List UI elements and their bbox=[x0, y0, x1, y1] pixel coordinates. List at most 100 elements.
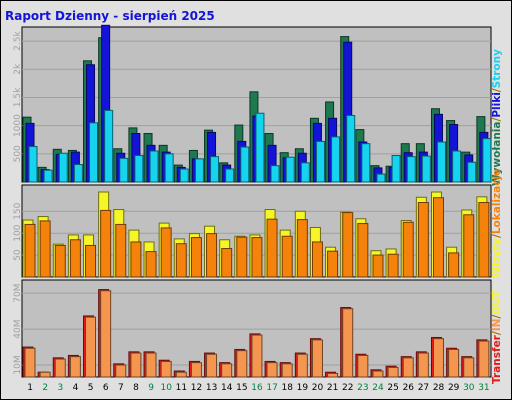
x-day-label: 2 bbox=[42, 383, 48, 393]
bar-Lokalizacje bbox=[342, 212, 354, 278]
legend-entry: Transfer bbox=[491, 334, 503, 384]
x-day-label: 16 bbox=[251, 383, 263, 393]
y-tick-label: 2k bbox=[13, 63, 23, 75]
bar-IN bbox=[357, 354, 369, 378]
bar-IN bbox=[175, 371, 187, 378]
bar-Lokalizacje bbox=[100, 209, 112, 278]
bar-Lokalizacje bbox=[251, 237, 263, 278]
bar-IN bbox=[417, 352, 429, 378]
y-tick-label: 70M bbox=[13, 284, 23, 303]
x-day-label: 20 bbox=[312, 383, 324, 393]
bar-Lokalizacje bbox=[175, 243, 187, 278]
bar-Strony bbox=[421, 155, 431, 183]
bar-IN bbox=[130, 352, 142, 378]
y-tick-label: 40M bbox=[13, 319, 23, 338]
bar-Lokalizacje bbox=[221, 248, 233, 278]
bar-IN bbox=[372, 370, 384, 378]
bar-Strony bbox=[285, 156, 295, 183]
y-tick-label: 100 bbox=[13, 224, 23, 241]
bar-Lokalizacje bbox=[236, 236, 248, 278]
bar-IN bbox=[115, 364, 127, 378]
bar-IN bbox=[145, 352, 157, 378]
x-day-label: 17 bbox=[266, 383, 277, 393]
bar-Strony bbox=[331, 136, 341, 183]
bar-IN bbox=[85, 316, 97, 378]
bar-IN bbox=[206, 353, 218, 378]
legend-top: Wywołania/Pliki/Strony bbox=[491, 49, 503, 186]
bar-Strony bbox=[315, 140, 325, 183]
bar-IN bbox=[402, 357, 414, 378]
x-day-label: 23 bbox=[357, 383, 368, 393]
legend-entry: / bbox=[491, 118, 503, 122]
bar-Lokalizacje bbox=[296, 219, 308, 278]
x-day-label: 11 bbox=[176, 383, 187, 393]
x-day-label: 6 bbox=[103, 383, 109, 393]
bar-IN bbox=[190, 362, 202, 378]
bar-Strony bbox=[270, 165, 280, 183]
y-tick-label: 10M bbox=[13, 355, 23, 374]
bar-IN bbox=[311, 339, 323, 378]
bar-IN bbox=[251, 334, 263, 378]
bar-Strony bbox=[255, 112, 265, 183]
bar-Strony bbox=[467, 161, 477, 183]
x-day-label: 18 bbox=[282, 383, 294, 393]
x-day-label: 5 bbox=[88, 383, 94, 393]
legend-entry: / bbox=[491, 331, 503, 335]
bar-Lokalizacje bbox=[54, 244, 66, 278]
legend-entry: Strony bbox=[491, 49, 503, 88]
x-day-label: 8 bbox=[133, 383, 139, 393]
bar-Lokalizacje bbox=[402, 221, 414, 278]
x-day-label: 1 bbox=[27, 383, 33, 393]
bar-Strony bbox=[28, 145, 38, 183]
bar-Lokalizacje bbox=[130, 241, 142, 278]
legend-entry: IN bbox=[491, 319, 503, 332]
x-day-label: 25 bbox=[387, 383, 398, 393]
bar-Strony bbox=[240, 146, 250, 183]
x-day-label: 31 bbox=[478, 383, 489, 393]
bar-Lokalizacje bbox=[266, 218, 278, 278]
bar-IN bbox=[100, 290, 112, 378]
bar-Lokalizacje bbox=[372, 254, 384, 278]
bar-Strony bbox=[58, 152, 68, 183]
bar-Strony bbox=[391, 155, 401, 183]
bar-Strony bbox=[452, 150, 462, 183]
bar-IN bbox=[39, 371, 51, 378]
bar-Lokalizacje bbox=[387, 253, 399, 278]
bar-Lokalizacje bbox=[417, 202, 429, 278]
legend-entry: / bbox=[491, 234, 503, 238]
bar-IN bbox=[342, 308, 354, 378]
bar-Strony bbox=[406, 156, 416, 183]
x-day-label: 29 bbox=[448, 383, 460, 393]
bar-IN bbox=[387, 366, 399, 378]
x-day-label: 27 bbox=[418, 383, 429, 393]
bar-Strony bbox=[194, 158, 204, 183]
legend-entry: Wywołania bbox=[491, 122, 503, 186]
bar-Strony bbox=[119, 157, 129, 183]
bar-IN bbox=[296, 353, 308, 378]
y-tick-label: 2.5k bbox=[13, 31, 23, 51]
bar-Lokalizacje bbox=[311, 241, 323, 278]
bar-Strony bbox=[376, 173, 386, 183]
y-tick-label: 150 bbox=[13, 202, 23, 219]
bar-Strony bbox=[134, 155, 144, 183]
legend-entry: / bbox=[491, 315, 503, 319]
bar-IN bbox=[448, 348, 460, 378]
legend-entry: Wizyty bbox=[491, 238, 503, 278]
bar-IN bbox=[221, 363, 233, 378]
bar-Lokalizacje bbox=[206, 233, 218, 278]
x-day-label: 22 bbox=[342, 383, 353, 393]
bar-IN bbox=[266, 362, 278, 378]
x-day-label: 26 bbox=[403, 383, 415, 393]
bar-IN bbox=[327, 372, 339, 378]
bar-Strony bbox=[149, 150, 159, 183]
bar-Strony bbox=[73, 164, 83, 183]
y-tick-label: 50 bbox=[13, 249, 23, 261]
bar-IN bbox=[432, 338, 444, 378]
bar-Strony bbox=[361, 143, 371, 183]
bar-Strony bbox=[346, 114, 356, 183]
bar-Strony bbox=[89, 122, 99, 183]
x-day-label: 4 bbox=[73, 383, 79, 393]
bar-Lokalizacje bbox=[85, 244, 97, 278]
bar-Lokalizacje bbox=[463, 214, 475, 278]
x-day-label: 7 bbox=[118, 383, 124, 393]
